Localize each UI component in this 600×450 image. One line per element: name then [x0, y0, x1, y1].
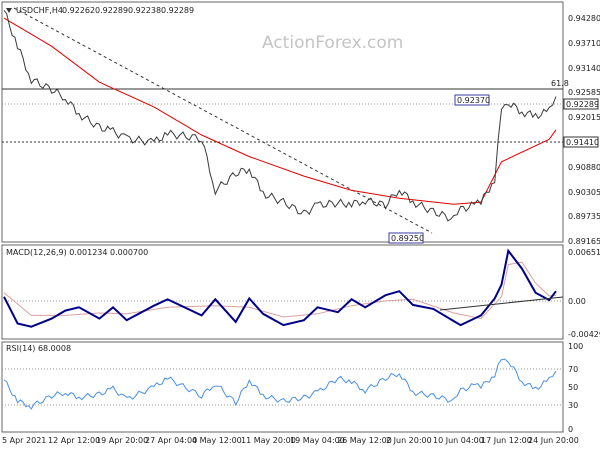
support-price-label: 0.91410	[566, 138, 599, 147]
price-tick: 0.94280	[568, 14, 600, 23]
low-label: 0.89250	[391, 234, 424, 243]
time-tick: 19 May 04:00	[290, 436, 345, 445]
price-tick: 0.89165	[568, 237, 600, 246]
falling-trendline	[13, 7, 433, 234]
price-tick: 0.90880	[568, 163, 600, 172]
time-tick: 5 Apr 2021	[2, 436, 46, 445]
current-price-label: 0.92289	[566, 100, 599, 109]
rsi-tick: 70	[568, 365, 578, 374]
price-tick: 0.92585	[568, 88, 600, 97]
time-axis: 5 Apr 2021 12 Apr 12:00 19 Apr 20:00 27 …	[2, 436, 579, 445]
time-tick: 24 Jun 20:00	[528, 436, 579, 445]
time-tick: 4 May 12:00	[192, 436, 242, 445]
time-tick: 27 Apr 04:00	[145, 436, 197, 445]
rsi-tick: 100	[568, 342, 583, 351]
price-tick: 0.90305	[568, 188, 600, 197]
price-tick: 0.93710	[568, 39, 600, 48]
rsi-tick: 0	[568, 425, 573, 434]
time-tick: 11 May 20:00	[241, 436, 296, 445]
macd-tick: 0.006511	[568, 248, 600, 257]
time-tick: 2 Jun 20:00	[386, 436, 432, 445]
fib-618-label: 61.8	[551, 79, 569, 88]
support-price-box: 0.91410	[563, 136, 599, 148]
macd-line	[3, 248, 557, 328]
high-label: 0.92370	[457, 96, 490, 105]
time-tick: 19 Apr 20:00	[96, 436, 148, 445]
ohlc-open: 0.92262	[62, 6, 95, 15]
ohlc-low: 0.92238	[128, 6, 161, 15]
macd-panel: MACD(12,26,9) 0.001234 0.000700 0.006511…	[1, 244, 600, 340]
triangle-down-icon	[6, 8, 12, 13]
rsi-line	[3, 358, 557, 410]
macd-tick: -0.004298	[568, 330, 600, 339]
rsi-title: RSI(14) 68.0008	[6, 344, 71, 353]
price-header: USDCHF,H4 0.92262 0.92289 0.92238 0.9228…	[6, 6, 194, 15]
rsi-tick: 50	[568, 383, 578, 392]
current-price-box: 0.92289	[563, 98, 599, 110]
ohlc-high: 0.92289	[95, 6, 128, 15]
macd-title: MACD(12,26,9) 0.001234 0.000700	[6, 248, 148, 257]
ohlc-close: 0.92289	[161, 6, 194, 15]
symbol-label: USDCHF,H4	[16, 6, 63, 15]
macd-tick: 0.00	[568, 297, 586, 306]
rsi-panel: RSI(14) 68.0008 100 70 50 30 0	[1, 341, 583, 434]
price-tick: 0.92015	[568, 113, 600, 122]
time-tick: 10 Jun 04:00	[433, 436, 484, 445]
price-tick: 0.93140	[568, 64, 600, 73]
price-y-axis: 0.94280 0.93710 0.93140 0.92585 0.92015 …	[568, 14, 600, 246]
time-tick: 12 Apr 12:00	[48, 436, 100, 445]
watermark: ActionForex.com	[262, 33, 403, 53]
rsi-tick: 30	[568, 401, 578, 410]
price-panel: ActionForex.com USDCHF,H4 0.92262 0.9228…	[1, 1, 600, 246]
price-candles-line	[3, 10, 557, 222]
time-tick: 26 May 12:00	[337, 436, 392, 445]
high-label-box: 0.92370	[454, 94, 490, 106]
price-tick: 0.89735	[568, 212, 600, 221]
moving-average-line	[3, 17, 557, 205]
low-label-box: 0.89250	[388, 232, 424, 244]
time-tick: 17 Jun 12:00	[481, 436, 532, 445]
macd-trendline	[439, 296, 564, 311]
